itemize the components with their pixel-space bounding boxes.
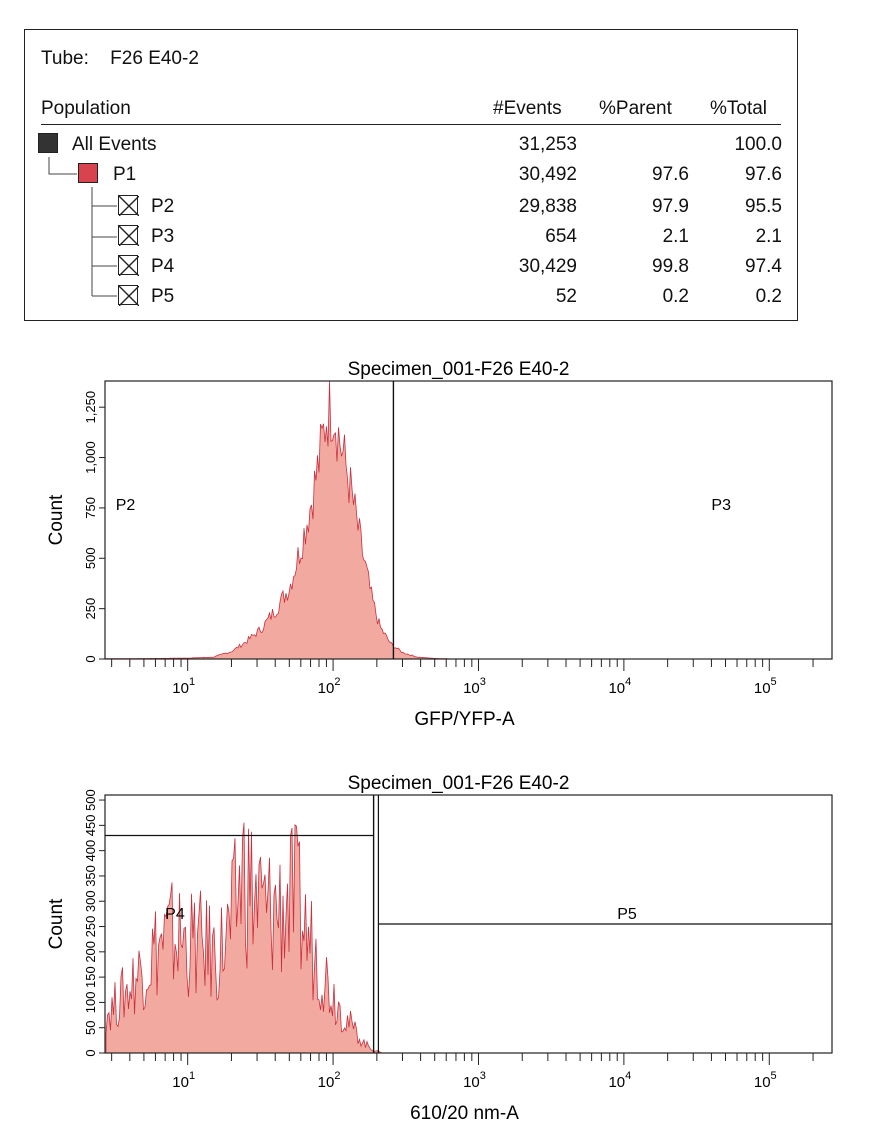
gate-x-icon	[118, 255, 139, 276]
events-value: 52	[555, 286, 577, 307]
population-color-swatch	[38, 133, 58, 153]
histogram-area	[105, 822, 383, 1054]
x-tick-label: 105	[754, 676, 777, 697]
x-axis-label: GFP/YFP-A	[414, 709, 515, 730]
y-tick-label: 250	[83, 598, 98, 620]
y-tick-label: 500	[83, 789, 98, 811]
parent-value: 0.2	[662, 286, 689, 307]
parent-value: 97.9	[652, 196, 689, 217]
y-tick-label: 200	[83, 941, 98, 963]
events-value: 654	[545, 226, 577, 247]
y-tick-label: 0	[83, 655, 98, 662]
y-tick-label: 1,000	[83, 441, 98, 474]
total-value: 100.0	[734, 134, 782, 155]
parent-value: 99.8	[652, 256, 689, 277]
tube-name: F26 E40-2	[110, 48, 199, 69]
tube-label: Tube:	[41, 48, 89, 69]
header-total: %Total	[710, 98, 768, 119]
events-value: 29,838	[518, 196, 577, 217]
y-tick-label: 250	[83, 916, 98, 938]
population-name: P5	[151, 286, 175, 307]
x-tick-label: 103	[463, 1070, 486, 1091]
gfp-histogram-chart: Specimen_001-F26 E40-2 P2 P3 0 250 500 750 1,00…	[46, 359, 833, 730]
table-row: P4 30,429 99.8 97.4	[25, 252, 797, 282]
gfp-histogram-panel: Specimen_001-F26 E40-2 P2 P3 0 250 500 750 1,00…	[0, 350, 872, 750]
x-tick-label: 104	[608, 1070, 631, 1091]
parent-value: 97.6	[652, 164, 689, 185]
x-tick-label: 101	[172, 676, 195, 697]
events-value: 30,492	[518, 164, 577, 185]
gate-x-icon	[118, 195, 139, 216]
total-value: 95.5	[745, 196, 782, 217]
plot-frame	[104, 380, 833, 660]
table-row: P1 30,492 97.6 97.6	[25, 160, 797, 190]
y-tick-label: 350	[83, 865, 98, 887]
y-tick-label: 450	[83, 815, 98, 837]
chart-title: Specimen_001-F26 E40-2	[348, 773, 570, 794]
header-events: #Events	[493, 98, 562, 119]
rfp-histogram-chart: Specimen_001-F26 E40-2 P4 P5 0 50 100 150 200 25…	[46, 773, 833, 1124]
gate-x-icon	[118, 285, 139, 306]
population-name: P4	[151, 256, 175, 277]
y-tick-label: 0	[83, 1049, 98, 1056]
y-tick-label: 50	[83, 1020, 98, 1034]
x-tick-label: 102	[318, 676, 341, 697]
population-statistics-table: Tube: F26 E40-2 Population #Events %Pare…	[24, 29, 798, 321]
population-color-swatch	[78, 163, 98, 183]
total-value: 0.2	[755, 286, 782, 307]
table-row: P5 52 0.2 0.2	[25, 282, 797, 312]
y-tick-label: 150	[83, 966, 98, 988]
tube-line: Tube: F26 E40-2	[41, 48, 199, 70]
y-axis-label: Count	[46, 898, 67, 949]
gate-label: P3	[711, 497, 731, 514]
y-tick-label: 1,250	[83, 391, 98, 424]
y-tick-label: 300	[83, 890, 98, 912]
table-header: Population #Events %Parent %Total	[41, 98, 781, 125]
rfp-histogram-panel: Specimen_001-F26 E40-2 P4 P5 0 50 100 150 200 25…	[0, 765, 872, 1140]
parent-value: 2.1	[662, 226, 689, 247]
y-tick-label: 500	[83, 547, 98, 569]
gate-label: P4	[165, 906, 185, 923]
y-axis-label: Count	[46, 494, 67, 545]
histogram-area	[105, 380, 456, 660]
y-tick-label: 100	[83, 992, 98, 1014]
table-row: P2 29,838 97.9 95.5	[25, 192, 797, 222]
x-axis-label: 610/20 nm-A	[410, 1103, 519, 1124]
gate-label: P2	[116, 497, 136, 514]
events-value: 30,429	[518, 256, 577, 277]
x-tick-label: 104	[608, 676, 631, 697]
events-value: 31,253	[518, 134, 577, 155]
total-value: 97.4	[745, 256, 782, 277]
header-parent: %Parent	[599, 98, 672, 119]
population-name: P1	[113, 164, 137, 185]
x-tick-label: 101	[172, 1070, 195, 1091]
table-row: All Events 31,253 100.0	[25, 130, 797, 160]
y-tick-label: 400	[83, 840, 98, 862]
population-name: All Events	[72, 134, 157, 155]
total-value: 2.1	[755, 226, 782, 247]
gate-label: P5	[617, 906, 637, 923]
total-value: 97.6	[745, 164, 782, 185]
gate-x-icon	[118, 225, 139, 246]
x-tick-label: 102	[318, 1070, 341, 1091]
header-population: Population	[41, 98, 131, 119]
y-tick-label: 750	[83, 497, 98, 519]
x-tick-label: 105	[754, 1070, 777, 1091]
hierarchy-tree-lines	[48, 157, 117, 297]
chart-title: Specimen_001-F26 E40-2	[348, 359, 570, 380]
population-name: P3	[151, 226, 175, 247]
population-name: P2	[151, 196, 175, 217]
table-row: P3 654 2.1 2.1	[25, 222, 797, 252]
x-tick-label: 103	[463, 676, 486, 697]
